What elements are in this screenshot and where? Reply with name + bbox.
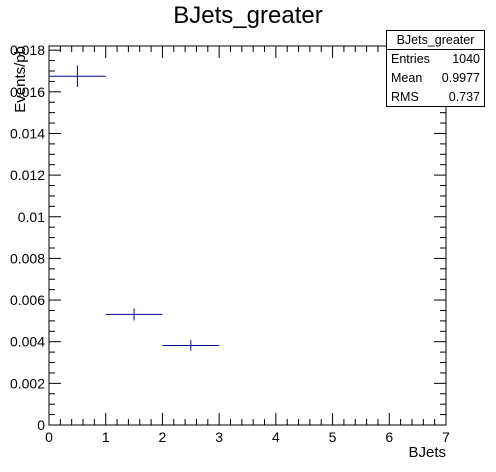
histogram-bin [162, 340, 220, 351]
stats-row-mean: Mean 0.9977 [387, 69, 484, 88]
y-tick-label: 0.014 [10, 125, 45, 141]
plot-frame [48, 45, 447, 426]
stats-value: 0.737 [448, 90, 480, 104]
stats-value: 0.9977 [441, 71, 480, 85]
stats-row-rms: RMS 0.737 [387, 88, 484, 107]
x-tick-label: 5 [329, 429, 337, 445]
y-tick-label: 0.016 [10, 84, 45, 100]
chart-title: BJets_greater [173, 2, 323, 29]
x-tick-label: 6 [385, 429, 393, 445]
y-tick-label: 0.006 [10, 292, 45, 308]
y-tick-label: 0.01 [18, 209, 45, 225]
axes: 0 1 2 3 4 5 6 7 0 0.002 0.004 0.006 0.008 0.01 0.012 0.… [10, 42, 450, 445]
stats-label: RMS [391, 90, 419, 104]
y-tick-label: 0.018 [10, 42, 45, 58]
stats-label: Entries [391, 52, 430, 66]
y-tick-label: 0.002 [10, 375, 45, 391]
histogram-bin [49, 65, 106, 88]
x-tick-label: 3 [215, 429, 223, 445]
histogram-bin [105, 308, 163, 321]
x-axis-label: BJets [408, 444, 446, 461]
y-tick-label: 0.004 [10, 334, 45, 350]
x-tick-label: 4 [272, 429, 280, 445]
x-tick-label: 0 [45, 429, 53, 445]
y-tick-label: 0.012 [10, 167, 45, 183]
data-bins [49, 65, 220, 351]
x-tick-label: 1 [102, 429, 110, 445]
stats-title: BJets_greater [387, 31, 484, 50]
y-tick-label: 0.008 [10, 250, 45, 266]
y-tick-label: 0 [37, 417, 45, 433]
x-tick-label: 2 [159, 429, 167, 445]
stats-row-entries: Entries 1040 [387, 50, 484, 69]
x-tick-label: 7 [442, 429, 450, 445]
stats-label: Mean [391, 71, 423, 85]
stats-box: BJets_greater Entries 1040 Mean 0.9977 R… [386, 30, 485, 107]
stats-value: 1040 [452, 52, 480, 66]
y-axis-label: Events/pb [12, 46, 29, 113]
